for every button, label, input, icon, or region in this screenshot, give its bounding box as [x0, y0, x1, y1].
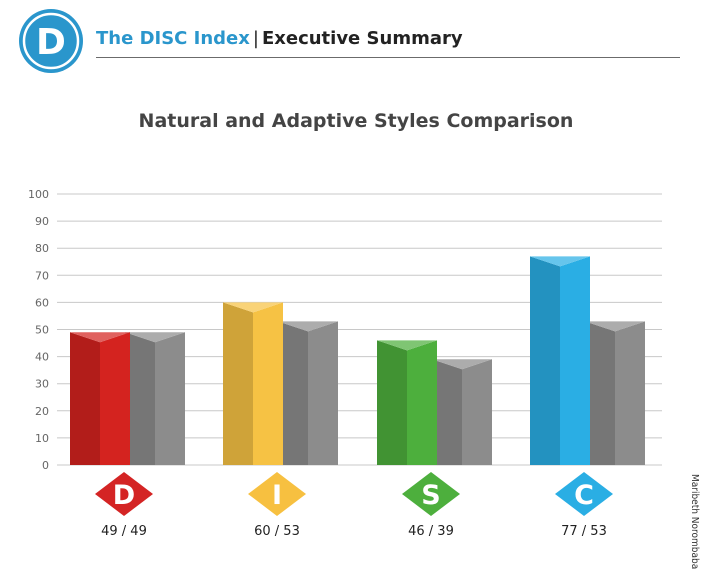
category-value-label: 60 / 53 [254, 524, 300, 539]
category-icon-d: D [95, 472, 153, 516]
bar-natural-c [530, 256, 590, 465]
bar-face-left [377, 340, 407, 465]
bar-face-right [560, 256, 590, 465]
y-tick-label: 100 [28, 188, 49, 201]
category-letter: D [113, 480, 135, 511]
category-diamond [95, 472, 153, 516]
bar-face-right [308, 321, 338, 465]
brand-name: The DISC Index [96, 28, 250, 49]
bar-top [432, 359, 492, 370]
bar-face-right [100, 332, 130, 465]
bar-natural-i [223, 302, 283, 465]
disc-logo: D [19, 9, 83, 73]
bar-face-right [407, 340, 437, 465]
header-divider [96, 57, 680, 58]
y-tick-label: 80 [35, 242, 49, 255]
logo-letter: D [36, 22, 66, 63]
bar-face-right [155, 332, 185, 465]
y-tick-label: 90 [35, 215, 49, 228]
category-icon-i: I [248, 472, 306, 516]
bar-face-left [125, 332, 155, 465]
bar-face-left [432, 359, 462, 465]
bar-top [377, 340, 437, 351]
y-tick-label: 10 [35, 432, 49, 445]
category-icon-s: S [402, 472, 460, 516]
category-value-label: 77 / 53 [561, 524, 607, 539]
category-letter: S [421, 480, 440, 511]
bar-face-left [70, 332, 100, 465]
category-letter: I [272, 480, 282, 511]
bar-face-right [615, 321, 645, 465]
category-diamond [555, 472, 613, 516]
y-tick-label: 40 [35, 351, 49, 364]
y-tick-label: 30 [35, 378, 49, 391]
category-diamond [248, 472, 306, 516]
category-diamond [402, 472, 460, 516]
bar-face-left [530, 256, 560, 465]
bar-adaptive-i [278, 321, 338, 465]
bar-face-left [585, 321, 615, 465]
category-letter: C [574, 480, 594, 511]
styles-bar-chart: 0 10 20 30 40 50 60 70 80 90 100 D 49 / 49 I 60 / 53 S 4… [28, 188, 662, 539]
category-value-label: 49 / 49 [101, 524, 147, 539]
bar-top [70, 332, 130, 343]
y-tick-label: 70 [35, 269, 49, 282]
bar-natural-s [377, 340, 437, 465]
bar-face-left [278, 321, 308, 465]
bar-face-right [462, 359, 492, 465]
bar-top [125, 332, 185, 343]
bar-natural-d [70, 332, 130, 465]
y-tick-label: 60 [35, 296, 49, 309]
bar-top [278, 321, 338, 332]
author-name: Maribeth Norombaba [689, 474, 700, 569]
header-separator: | [252, 28, 259, 49]
y-tick-label: 50 [35, 324, 49, 337]
bar-top [585, 321, 645, 332]
page-header: The DISC Index | Executive Summary [96, 27, 463, 51]
bar-face-right [253, 302, 283, 465]
chart-title: Natural and Adaptive Styles Comparison [138, 110, 574, 132]
category-icon-c: C [555, 472, 613, 516]
bar-adaptive-s [432, 359, 492, 465]
bar-top [223, 302, 283, 313]
bar-adaptive-d [125, 332, 185, 465]
category-value-label: 46 / 39 [408, 524, 454, 539]
bar-top [530, 256, 590, 267]
page-subtitle: Executive Summary [261, 28, 463, 49]
y-tick-label: 0 [42, 459, 49, 472]
bar-adaptive-c [585, 321, 645, 465]
bar-face-left [223, 302, 253, 465]
y-tick-label: 20 [35, 405, 49, 418]
